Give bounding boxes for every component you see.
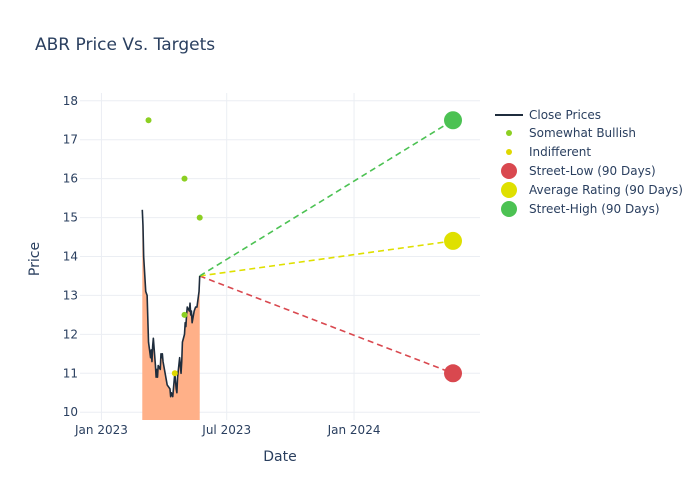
- legend-label-street-low: Street-Low (90 Days): [529, 164, 656, 178]
- legend-item-average-rating[interactable]: Average Rating (90 Days): [501, 182, 683, 198]
- street-high-target-point: [444, 111, 463, 130]
- legend-swatch-street-high: [501, 201, 517, 217]
- legend-item-indifferent[interactable]: Indifferent: [506, 145, 591, 159]
- y-tick-label: 14: [63, 250, 78, 264]
- somewhat-bullish-point: [181, 311, 188, 318]
- legend-swatch-street-low: [501, 163, 517, 179]
- legend-swatch-somewhat-bullish: [506, 130, 512, 136]
- legend-swatch-average-rating: [501, 182, 517, 198]
- legend-item-close-prices[interactable]: Close Prices: [495, 108, 601, 122]
- x-tick-label: Jan 2024: [327, 423, 381, 437]
- somewhat-bullish-point: [181, 175, 188, 182]
- street-low-target-line: [199, 275, 454, 375]
- legend-label-average-rating: Average Rating (90 Days): [529, 183, 683, 197]
- street-high-target-line: [199, 119, 454, 277]
- street-low-target-point: [444, 364, 463, 383]
- grid: [80, 93, 480, 420]
- legend: Close Prices Somewhat Bullish Indifferen…: [495, 108, 683, 217]
- y-axis-title: Price: [27, 242, 43, 276]
- close-price-area: [142, 209, 200, 420]
- somewhat-bullish-point: [145, 117, 152, 124]
- legend-label-close-prices: Close Prices: [529, 108, 601, 122]
- y-tick-label: 11: [63, 366, 78, 380]
- legend-label-indifferent: Indifferent: [529, 145, 591, 159]
- y-axis-ticks: 10 11 12 13 14 15 16 17 18: [63, 94, 78, 419]
- close-price-line-layer: [141, 209, 201, 398]
- legend-label-street-high: Street-High (90 Days): [529, 202, 660, 216]
- legend-label-somewhat-bullish: Somewhat Bullish: [529, 126, 636, 140]
- legend-item-somewhat-bullish[interactable]: Somewhat Bullish: [506, 126, 636, 140]
- y-tick-label: 12: [63, 327, 78, 341]
- x-axis-title: Date: [263, 449, 296, 465]
- average-rating-target-line: [199, 240, 454, 277]
- y-tick-label: 10: [63, 405, 78, 419]
- legend-item-street-high[interactable]: Street-High (90 Days): [501, 201, 660, 217]
- close-price-line: [141, 209, 201, 398]
- y-tick-label: 18: [63, 94, 78, 108]
- x-tick-label: Jul 2023: [201, 423, 251, 437]
- average-rating-target-point: [444, 231, 463, 250]
- y-tick-label: 15: [63, 211, 78, 225]
- x-tick-label: Jan 2023: [74, 423, 128, 437]
- indifferent-point: [171, 370, 178, 377]
- legend-item-street-low[interactable]: Street-Low (90 Days): [501, 163, 656, 179]
- x-axis-ticks: Jan 2023 Jul 2023 Jan 2024: [74, 423, 380, 437]
- y-tick-label: 13: [63, 288, 78, 302]
- target-lines: [199, 119, 454, 375]
- chart-title: ABR Price Vs. Targets: [35, 35, 215, 55]
- rating-markers: [145, 111, 463, 383]
- y-tick-label: 17: [63, 133, 78, 147]
- somewhat-bullish-point: [196, 214, 203, 221]
- close-price-fill: [142, 209, 200, 420]
- y-tick-label: 16: [63, 172, 78, 186]
- legend-swatch-indifferent: [506, 149, 512, 155]
